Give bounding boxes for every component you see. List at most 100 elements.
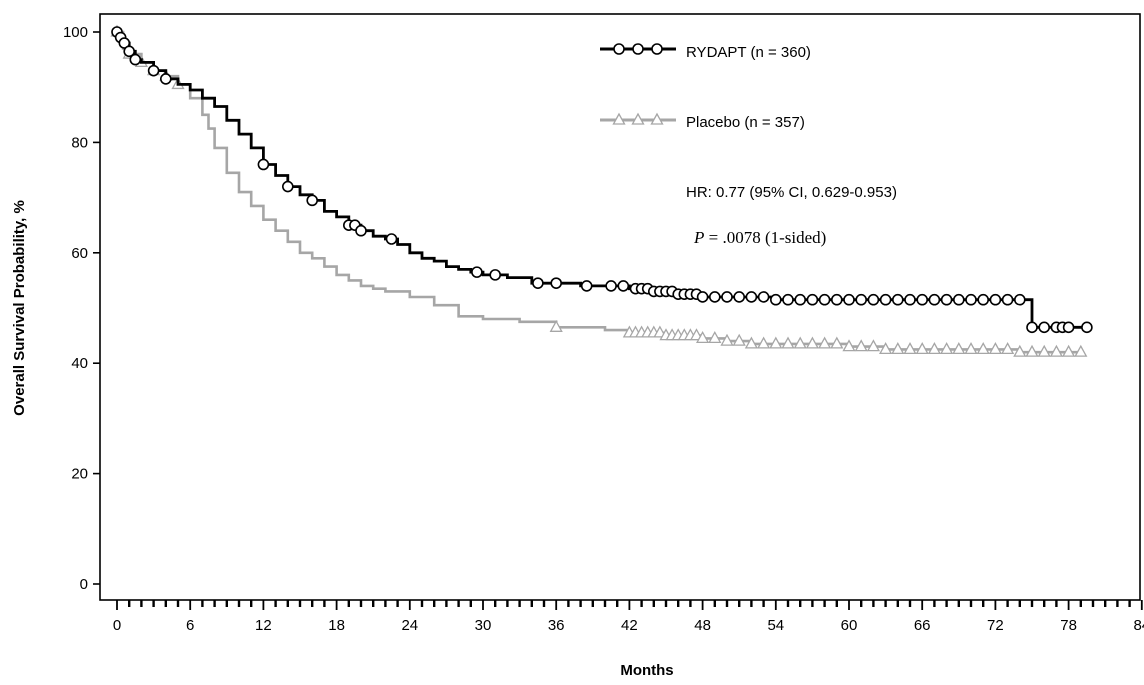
censor-marker-rydapt (928, 293, 941, 306)
x-tick-label: 78 (1060, 617, 1077, 634)
plot-frame (99, 13, 1141, 601)
censor-marker-rydapt (733, 291, 746, 303)
censor-marker-rydapt (1013, 293, 1026, 306)
censor-marker-rydapt (147, 64, 160, 77)
y-tick-label: 80 (71, 134, 88, 151)
legend-entry-placebo (600, 112, 676, 125)
censor-marker-placebo (1049, 344, 1063, 357)
legend-marker-placebo (631, 112, 645, 125)
legend-marker-rydapt (613, 43, 625, 55)
censor-marker-placebo (866, 339, 880, 352)
p-value-symbol: P (693, 228, 704, 247)
censor-marker-rydapt (794, 293, 807, 306)
censor-marker-placebo (830, 336, 844, 349)
hazard-ratio-annotation: HR: 0.77 (95% CI, 0.629-0.953) (686, 184, 897, 201)
censor-marker-rydapt (867, 293, 880, 306)
y-tick-label: 20 (71, 466, 88, 483)
censor-marker-rydapt (721, 291, 733, 303)
censor-marker-placebo (891, 342, 905, 355)
censor-marker-rydapt (782, 293, 794, 306)
censor-marker-placebo (757, 336, 771, 349)
censor-marker-placebo (927, 342, 941, 355)
censor-marker-rydapt (123, 45, 135, 58)
y-tick-label: 40 (71, 355, 88, 372)
censor-marker-rydapt (769, 293, 782, 306)
y-tick-label: 100 (63, 24, 88, 41)
x-tick-label: 0 (113, 617, 121, 634)
x-tick-label: 18 (328, 617, 345, 634)
x-tick-label: 36 (548, 617, 565, 634)
censor-marker-placebo (549, 319, 563, 332)
censor-marker-placebo (793, 336, 807, 349)
p-value-annotation: P = .0078 (1-sided) (693, 228, 826, 247)
censor-marker-rydapt (471, 266, 483, 278)
censor-marker-rydapt (818, 293, 831, 306)
censor-marker-rydapt (160, 73, 172, 85)
censor-marker-rydapt (977, 293, 990, 306)
censor-marker-rydapt (843, 293, 855, 306)
legend-label-placebo: Placebo (n = 357) (686, 114, 805, 131)
censor-marker-rydapt (916, 293, 929, 306)
censor-marker-rydapt (904, 293, 916, 306)
x-tick-label: 6 (186, 617, 194, 634)
censor-marker-placebo (879, 342, 893, 355)
censor-marker-placebo (805, 336, 819, 349)
censor-marker-rydapt (1026, 321, 1038, 334)
censor-marker-rydapt (757, 291, 770, 303)
censor-marker-placebo (854, 339, 868, 352)
legend-marker-placebo (650, 112, 664, 125)
p-value-text: = .0078 (1-sided) (704, 228, 826, 247)
x-tick-label: 48 (694, 617, 711, 634)
censor-marker-rydapt (385, 233, 398, 245)
x-tick-label: 42 (621, 617, 638, 634)
censor-marker-placebo (903, 342, 917, 355)
legend-marker-placebo (612, 112, 626, 125)
censor-marker-placebo (1074, 344, 1088, 357)
x-tick-label: 84 (1133, 617, 1144, 634)
censor-marker-rydapt (355, 224, 367, 237)
censor-marker-placebo (915, 342, 929, 355)
censor-marker-rydapt (1081, 321, 1093, 334)
censor-marker-rydapt (489, 269, 502, 281)
x-tick-label: 66 (914, 617, 931, 634)
x-tick-label: 12 (255, 617, 272, 634)
censor-marker-rydapt (855, 293, 868, 306)
censor-marker-rydapt (965, 293, 977, 306)
y-tick-label: 0 (80, 576, 88, 593)
censor-marker-rydapt (806, 293, 819, 306)
y-tick-label: 60 (71, 245, 88, 262)
censor-marker-rydapt (532, 277, 544, 289)
censor-marker-rydapt (605, 280, 617, 292)
censor-marker-rydapt (879, 293, 892, 306)
censor-marker-placebo (940, 342, 954, 355)
y-axis-title: Overall Survival Probability, % (11, 200, 28, 416)
censor-marker-placebo (744, 336, 758, 349)
x-tick-label: 72 (987, 617, 1004, 634)
censor-marker-rydapt (617, 280, 630, 292)
censor-marker-placebo (1013, 344, 1027, 357)
x-tick-label: 24 (401, 617, 418, 634)
censor-marker-placebo (1001, 342, 1015, 355)
x-tick-label: 60 (841, 617, 858, 634)
censor-marker-placebo (1062, 344, 1076, 357)
x-tick-label: 54 (767, 617, 784, 634)
censor-marker-rydapt (257, 158, 270, 171)
censor-marker-placebo (696, 331, 710, 344)
legend-entry-rydapt (600, 43, 676, 55)
censor-marker-placebo (708, 331, 722, 344)
censor-marker-rydapt (118, 37, 131, 49)
censor-marker-rydapt (129, 53, 142, 66)
censor-marker-placebo (952, 342, 966, 355)
censor-marker-placebo (769, 336, 783, 349)
censor-marker-rydapt (745, 291, 758, 303)
censor-marker-rydapt (940, 293, 953, 306)
censor-marker-rydapt (989, 293, 1002, 306)
censor-marker-rydapt (708, 291, 721, 303)
x-tick-label: 30 (475, 617, 492, 634)
censor-marker-rydapt (952, 293, 965, 306)
censor-marker-rydapt (1038, 321, 1050, 334)
censor-marker-placebo (689, 328, 704, 341)
censor-marker-placebo (976, 342, 990, 355)
censor-marker-rydapt (1001, 293, 1014, 306)
